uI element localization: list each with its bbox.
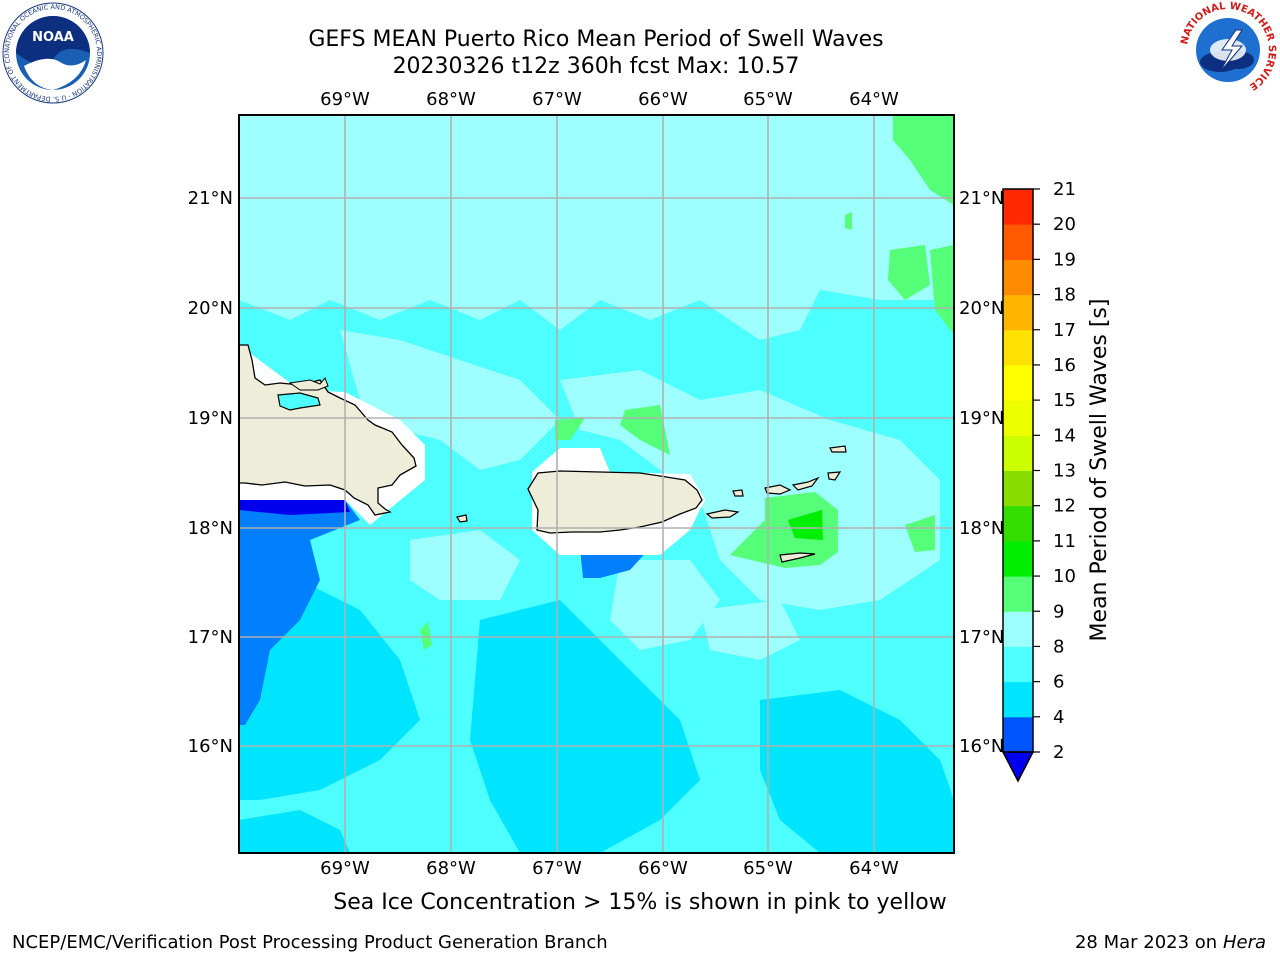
lon-tick-label: 65°W	[743, 89, 793, 110]
lon-tick-label: 66°W	[638, 858, 688, 879]
lat-tick-label: 19°N	[188, 408, 233, 429]
colorbar-block	[1003, 540, 1033, 577]
lon-tick-label: 69°W	[320, 89, 370, 110]
lon-tick-label: 67°W	[532, 858, 582, 879]
lat-tick-label: 18°N	[188, 518, 233, 539]
colorbar-block	[1003, 364, 1033, 401]
colorbar-tick-label: 16	[1053, 355, 1076, 376]
lat-tick-label: 20°N	[188, 298, 233, 319]
colorbar-block	[1003, 646, 1033, 683]
colorbar-tick-label: 2	[1053, 742, 1064, 763]
map-caption: Sea Ice Concentration > 15% is shown in …	[333, 890, 947, 915]
map-frame	[238, 114, 955, 854]
footer-date-text: 28 Mar 2023 on	[1074, 932, 1218, 953]
colorbar-tick-label: 10	[1053, 566, 1076, 587]
colorbar-tick-label: 9	[1053, 601, 1064, 622]
footer-date: 28 Mar 2023 on Hera	[1075, 932, 1266, 953]
colorbar-tick-label: 6	[1053, 672, 1064, 693]
lon-tick-label: 68°W	[426, 858, 476, 879]
lat-tick-label: 16°N	[959, 736, 1004, 757]
lon-tick-label: 67°W	[532, 89, 582, 110]
colorbar-tick-label: 17	[1053, 320, 1076, 341]
lon-tick-label: 65°W	[743, 858, 793, 879]
lat-labels-right: 21°N 20°N 19°N 18°N 17°N 16°N	[959, 188, 1004, 757]
colorbar-title: Mean Period of Swell Waves [s]	[1087, 299, 1112, 642]
footer-machine: Hera	[1222, 932, 1266, 953]
noaa-logo-text: NOAA	[32, 30, 74, 45]
colorbar-block	[1003, 259, 1033, 296]
lat-tick-label: 16°N	[188, 736, 233, 757]
colorbar-block	[1003, 611, 1033, 647]
colorbar-under-triangle	[1001, 751, 1035, 783]
colorbar-block	[1003, 681, 1033, 718]
colorbar-block	[1003, 505, 1033, 542]
colorbar-tick-label: 13	[1053, 461, 1076, 482]
colorbar-block	[1003, 470, 1033, 507]
colorbar-tick-label: 19	[1053, 249, 1076, 270]
colorbar-tick-label: 21	[1053, 179, 1076, 200]
lat-tick-label: 18°N	[959, 518, 1004, 539]
lon-labels-top: 69°W 68°W 67°W 66°W 65°W 64°W	[320, 89, 899, 110]
lat-tick-label: 17°N	[188, 627, 233, 648]
colorbar-block	[1003, 716, 1033, 753]
chart-subtitle: 20230326 t12z 360h fcst Max: 10.57	[392, 54, 800, 79]
colorbar-block	[1003, 189, 1033, 225]
colorbar-tick-label: 18	[1053, 285, 1076, 306]
lat-tick-label: 21°N	[188, 188, 233, 209]
footer-branch: NCEP/EMC/Verification Post Processing Pr…	[12, 932, 608, 953]
colorbar-tick-label: 8	[1053, 636, 1064, 657]
colorbar-tick-label: 12	[1053, 496, 1076, 517]
lat-tick-label: 19°N	[959, 408, 1004, 429]
colorbar-tick-label: 20	[1053, 214, 1076, 235]
colorbar-tick-label: 15	[1053, 390, 1076, 411]
lon-tick-label: 64°W	[849, 89, 899, 110]
lat-tick-label: 21°N	[959, 188, 1004, 209]
nws-logo-icon: NATIONAL WEATHER SERVICE	[1179, 1, 1277, 98]
colorbar: 2 4 6 8 9 10 11 12 13 14 15 16 17 18 19 20 21 Mean Perio…	[1001, 179, 1112, 783]
lon-labels-bottom: 69°W 68°W 67°W 66°W 65°W 64°W	[320, 858, 899, 879]
colorbar-tick-label: 11	[1053, 531, 1076, 552]
lat-tick-label: 17°N	[959, 627, 1004, 648]
colorbar-tick-label: 14	[1053, 425, 1076, 446]
lon-tick-label: 64°W	[849, 858, 899, 879]
colorbar-block	[1003, 224, 1033, 260]
colorbar-block	[1003, 435, 1033, 471]
colorbar-block	[1003, 400, 1033, 436]
colorbar-tick-label: 4	[1053, 707, 1064, 728]
lon-tick-label: 68°W	[426, 89, 476, 110]
lon-tick-label: 69°W	[320, 858, 370, 879]
graticule	[239, 115, 954, 853]
colorbar-block	[1003, 294, 1033, 331]
lat-tick-label: 20°N	[959, 298, 1004, 319]
noaa-logo-icon: NATIONAL OCEANIC AND ATMOSPHERIC ADMINIS…	[2, 2, 104, 104]
colorbar-block	[1003, 329, 1033, 366]
chart-title: GEFS MEAN Puerto Rico Mean Period of Swe…	[308, 27, 884, 52]
colorbar-block	[1003, 576, 1033, 612]
lat-labels-left: 21°N 20°N 19°N 18°N 17°N 16°N	[188, 188, 233, 757]
lon-tick-label: 66°W	[638, 89, 688, 110]
swell-period-field	[239, 115, 954, 853]
